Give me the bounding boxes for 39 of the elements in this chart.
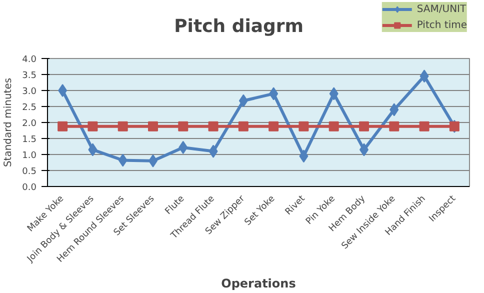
point <box>148 121 158 132</box>
point <box>58 121 68 132</box>
y-tick-label: 2.0 <box>22 119 37 129</box>
point <box>118 154 128 167</box>
chart-title: Pitch diagrm <box>174 16 304 37</box>
y-axis-title: Standard minutes <box>3 78 14 168</box>
point <box>208 144 218 158</box>
point <box>390 103 399 116</box>
point <box>420 70 429 83</box>
point <box>238 94 248 108</box>
x-tick-label: Set Yoke <box>243 194 278 228</box>
y-tick-label: 0.5 <box>22 167 37 177</box>
point <box>329 87 338 100</box>
point <box>88 121 98 132</box>
y-tick-label: 1.5 <box>22 135 37 145</box>
y-tick-label: 2.5 <box>22 103 37 113</box>
x-axis-title: Operations <box>221 276 296 290</box>
point <box>299 150 308 163</box>
point <box>178 140 188 154</box>
point <box>178 121 188 132</box>
point <box>328 121 339 132</box>
point <box>269 87 278 100</box>
point <box>238 121 248 132</box>
point <box>359 121 369 132</box>
y-tick-label: 3.5 <box>22 71 37 81</box>
point <box>58 84 68 97</box>
point <box>268 121 279 132</box>
y-tick-label: 3.0 <box>22 87 37 97</box>
legend-label: Pitch time <box>416 18 467 32</box>
y-tick-label: 0.0 <box>22 183 37 193</box>
point <box>118 121 128 132</box>
legend-label: SAM/UNIT <box>416 2 466 16</box>
y-tick-label: 4.0 <box>22 55 37 65</box>
point <box>88 143 98 156</box>
point <box>298 121 309 132</box>
point <box>208 121 218 132</box>
point <box>419 121 430 132</box>
point <box>389 121 400 132</box>
y-tick-label: 1.0 <box>22 151 37 161</box>
